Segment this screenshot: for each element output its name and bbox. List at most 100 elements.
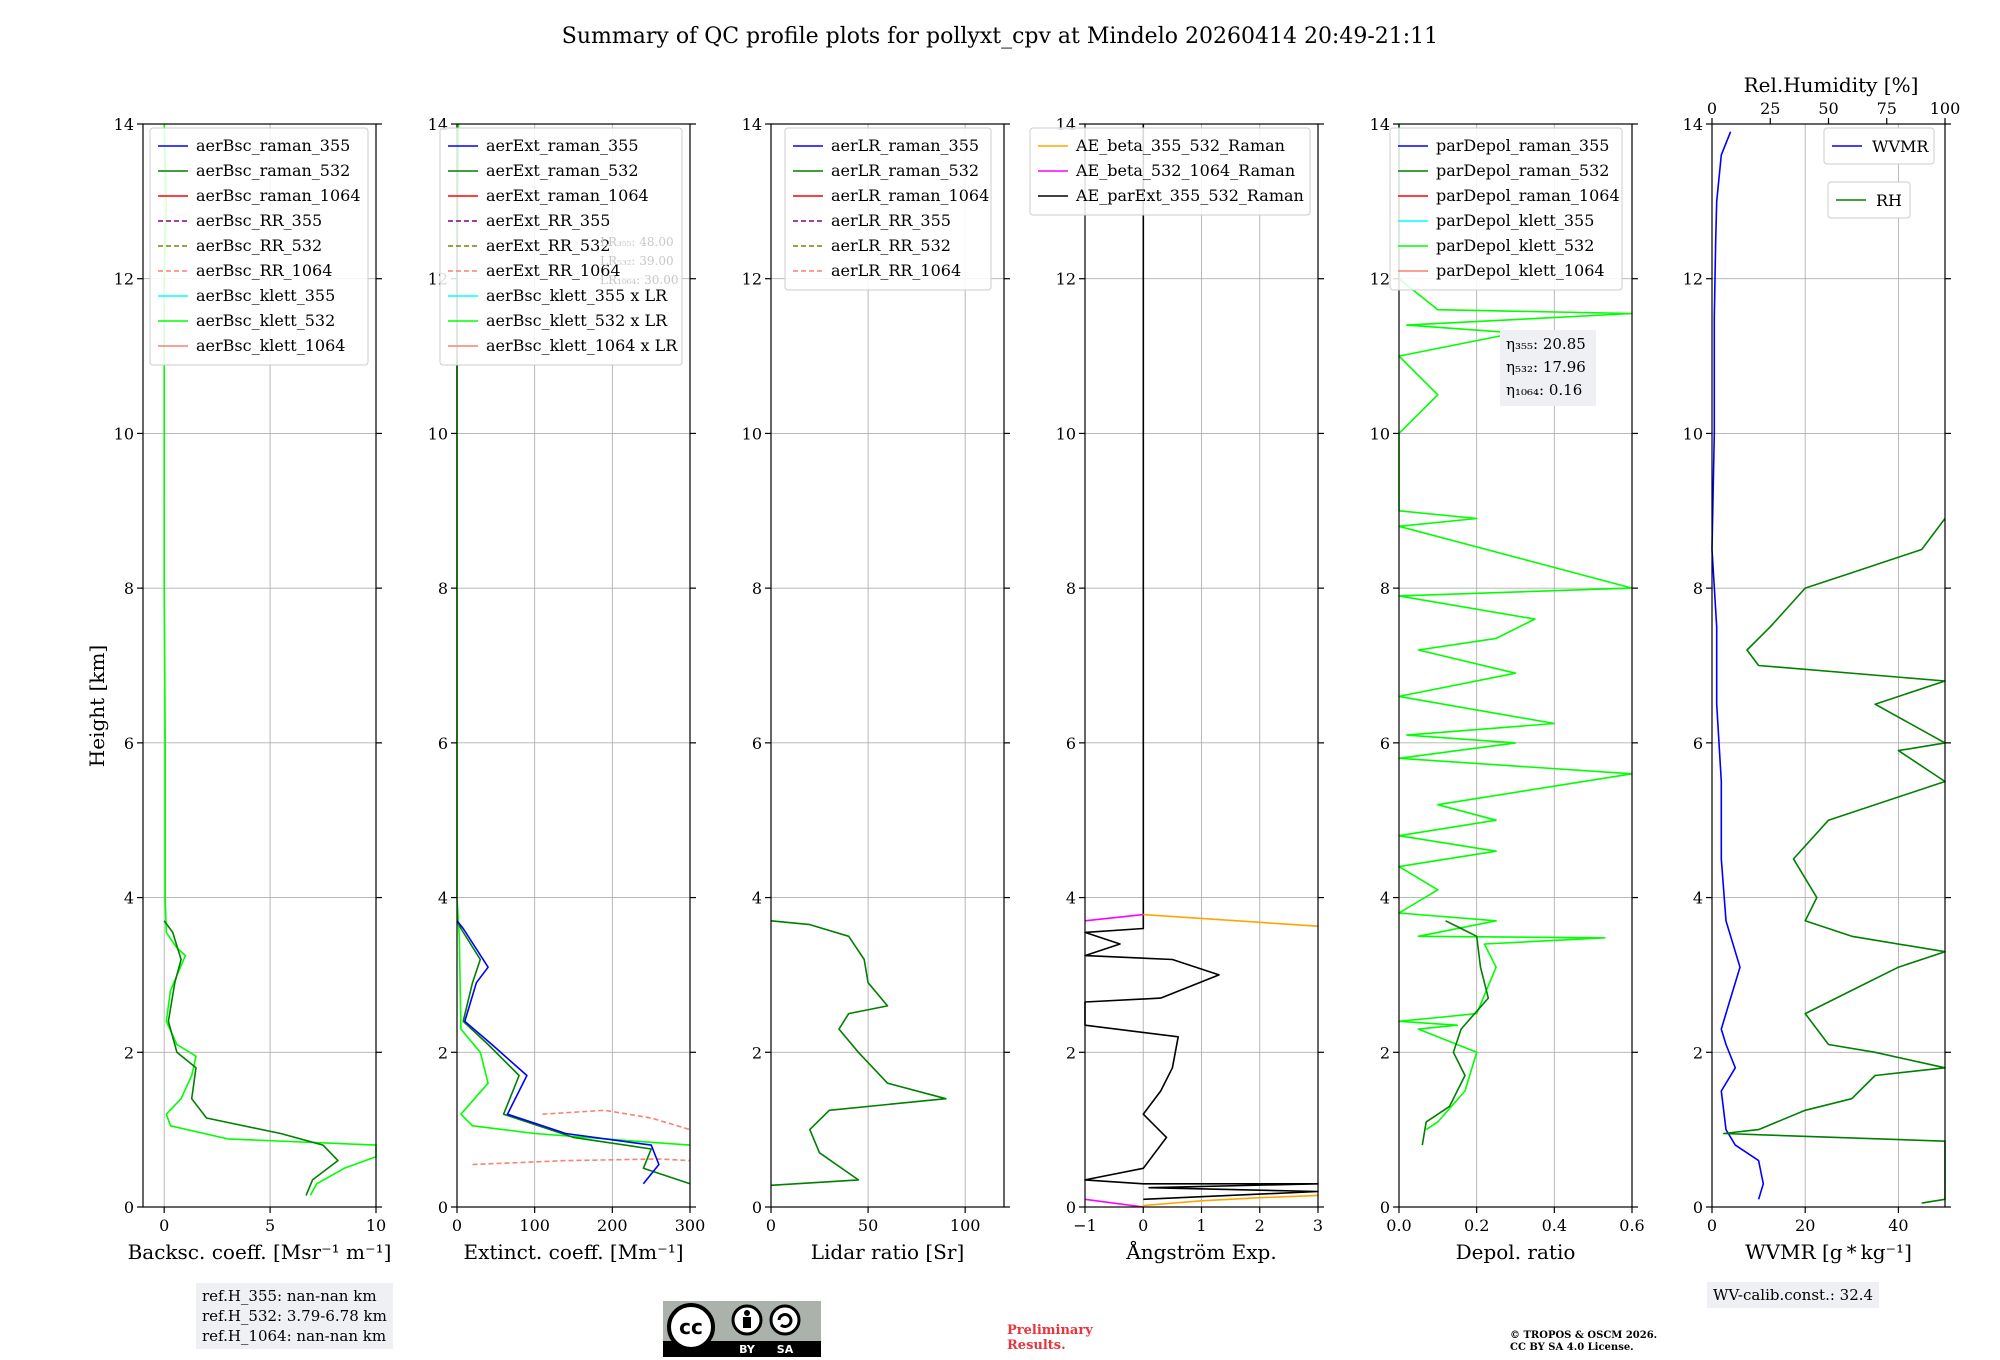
rh-axis-label: Rel.Humidity [%]: [1744, 73, 1919, 97]
y-tick-label: 4: [124, 889, 134, 908]
y-tick-label: 6: [438, 734, 448, 753]
y-tick-label: 10: [742, 424, 762, 443]
y-tick-label: 4: [1066, 889, 1076, 908]
legend-entry-label: AE_beta_355_532_Raman: [1075, 136, 1285, 155]
y-tick-label: 6: [1066, 734, 1076, 753]
y-tick-label: 6: [1380, 734, 1390, 753]
y-tick-label: 10: [114, 424, 134, 443]
x-tick-label: 0: [1707, 1216, 1717, 1235]
legend-entry-label: WVMR: [1872, 137, 1929, 156]
legend-entry-label: aerExt_RR_532: [486, 236, 610, 255]
y-tick-label: 2: [1693, 1043, 1703, 1062]
eta-note-line: η₃₅₅: 20.85: [1506, 335, 1586, 353]
x-axis-label: Depol. ratio: [1456, 1240, 1576, 1264]
eta-note-line: η₁₀₆₄: 0.16: [1506, 381, 1582, 399]
x-tick-label: 0: [159, 1216, 169, 1235]
y-tick-label: 6: [752, 734, 762, 753]
legend-entry-label: aerLR_raman_1064: [831, 186, 989, 205]
series-rh: [1722, 518, 1946, 1204]
legend-entry-label: aerExt_RR_355: [486, 211, 610, 230]
top-x-tick-label: 75: [1877, 99, 1897, 118]
y-tick-label: 0: [1693, 1198, 1703, 1217]
y-tick-label: 0: [124, 1198, 134, 1217]
y-axis-label: Height [km]: [85, 645, 109, 767]
series-aerext-rr-1064-b: [472, 1158, 691, 1166]
legend-entry-label: aerExt_raman_532: [486, 161, 639, 180]
series-pardepol-raman-532: [1421, 920, 1490, 1146]
y-tick-label: 12: [1683, 270, 1703, 289]
x-tick-label: 0: [452, 1216, 462, 1235]
legend-entry-label: parDepol_raman_532: [1436, 161, 1609, 180]
x-tick-label: 5: [265, 1216, 275, 1235]
by-text: BY: [739, 1343, 756, 1356]
preliminary-line-1: Preliminary: [1007, 1323, 1093, 1338]
ref-h-532: ref.H_532: 3.79-6.78 km: [202, 1307, 387, 1325]
y-tick-label: 12: [742, 270, 762, 289]
y-tick-label: 10: [1370, 424, 1390, 443]
x-tick-label: 0.6: [1619, 1216, 1644, 1235]
y-tick-label: 2: [1380, 1043, 1390, 1062]
y-tick-label: 8: [438, 579, 448, 598]
legend-box-wvmr: [1823, 127, 1935, 165]
legend-entry-label: parDepol_raman_355: [1436, 136, 1609, 155]
y-tick-label: 8: [1693, 579, 1703, 598]
panel-lidar-ratio: 0 2 4 6 8 10 12 14 0 50 100 Lidar ratio [Sr] aerLR_r…: [742, 115, 1010, 1264]
y-tick-label: 4: [1693, 889, 1703, 908]
lidar-ratio-note-line: LR₅₃₂: 39.00: [600, 254, 674, 268]
y-tick-label: 8: [124, 579, 134, 598]
x-tick-label: 0.2: [1464, 1216, 1489, 1235]
legend-entry-label: aerBsc_raman_355: [196, 136, 350, 155]
legend-entry-label: aerBsc_klett_1064: [196, 336, 345, 355]
x-tick-label: 10: [366, 1216, 386, 1235]
y-tick-label: 0: [1380, 1198, 1390, 1217]
x-tick-label: 1: [1196, 1216, 1206, 1235]
preliminary-label: Preliminary Results.: [1007, 1323, 1093, 1353]
eta-note-line: η₅₃₂: 17.96: [1506, 358, 1586, 376]
legend-box: [1389, 127, 1623, 291]
legend-box-rh: [1827, 181, 1911, 219]
x-axis-label: WVMR [g * kg⁻¹]: [1745, 1240, 1912, 1264]
y-tick-label: 6: [1693, 734, 1703, 753]
series-ae-beta-532-1064-raman: [1084, 913, 1144, 922]
x-tick-label: 20: [1795, 1216, 1815, 1235]
legend-entry-label: aerBsc_klett_1064 x LR: [486, 336, 678, 355]
top-x-tick-label: 25: [1760, 99, 1780, 118]
y-tick-label: 12: [1370, 270, 1390, 289]
y-tick-label: 10: [1683, 424, 1703, 443]
legend-entry-label: parDepol_klett_1064: [1436, 261, 1605, 280]
lidar-ratio-note-line: LR₃₅₅: 48.00: [600, 235, 674, 249]
series-aerext-rr-1064: [542, 1109, 691, 1131]
series-ae-parext-355-532-raman: [1084, 124, 1319, 1201]
x-tick-label: −1: [1073, 1216, 1097, 1235]
y-tick-label: 2: [752, 1043, 762, 1062]
axes-frame: [770, 123, 1005, 1208]
legend-entry-label: AE_beta_532_1064_Raman: [1075, 161, 1295, 180]
legend-entry-label: aerLR_RR_355: [831, 211, 951, 230]
y-tick-label: 2: [438, 1043, 448, 1062]
legend-box: [149, 127, 369, 366]
ref-h-1064: ref.H_1064: nan-nan km: [202, 1327, 387, 1345]
cc-license-logo: cc BY SA: [663, 1301, 821, 1357]
x-tick-label: 2: [1255, 1216, 1265, 1235]
top-x-tick-label: 50: [1818, 99, 1838, 118]
panel-depolarization: 0 2 4 6 8 10 12 14 0.0 0.2 0.4 0.6 Depol. ratio parDe…: [1370, 115, 1645, 1264]
y-tick-label: 0: [752, 1198, 762, 1217]
series-aerlr-raman-532: [770, 920, 947, 1187]
legend-entry-label: aerBsc_RR_355: [196, 211, 322, 230]
x-axis-label: Backsc. coeff. [Msr⁻¹ m⁻¹]: [128, 1240, 392, 1264]
lidar-ratio-note-line: LR₁₀₆₄: 30.00: [600, 273, 678, 287]
y-tick-label: 14: [1683, 115, 1703, 134]
legend-entry-label: aerLR_raman_532: [831, 161, 979, 180]
y-tick-label: 14: [114, 115, 134, 134]
cc-text: cc: [679, 1315, 703, 1339]
wv-calibration-note: WV-calib.const.: 32.4: [1707, 1282, 1880, 1308]
legend-entry-label: parDepol_klett_355: [1436, 211, 1594, 230]
copyright-line-1: © TROPOS & OSCM 2026.: [1510, 1330, 1658, 1341]
series-ae-beta-355-532-raman-low: [1143, 1194, 1319, 1207]
sa-text: SA: [777, 1343, 794, 1356]
legend-entry-label: aerBsc_raman_1064: [196, 186, 361, 205]
series-ae-beta-532-1064-raman-low: [1084, 1198, 1144, 1208]
legend-entry-label: aerBsc_RR_1064: [196, 261, 332, 280]
legend-entry-label: parDepol_raman_1064: [1436, 186, 1620, 205]
